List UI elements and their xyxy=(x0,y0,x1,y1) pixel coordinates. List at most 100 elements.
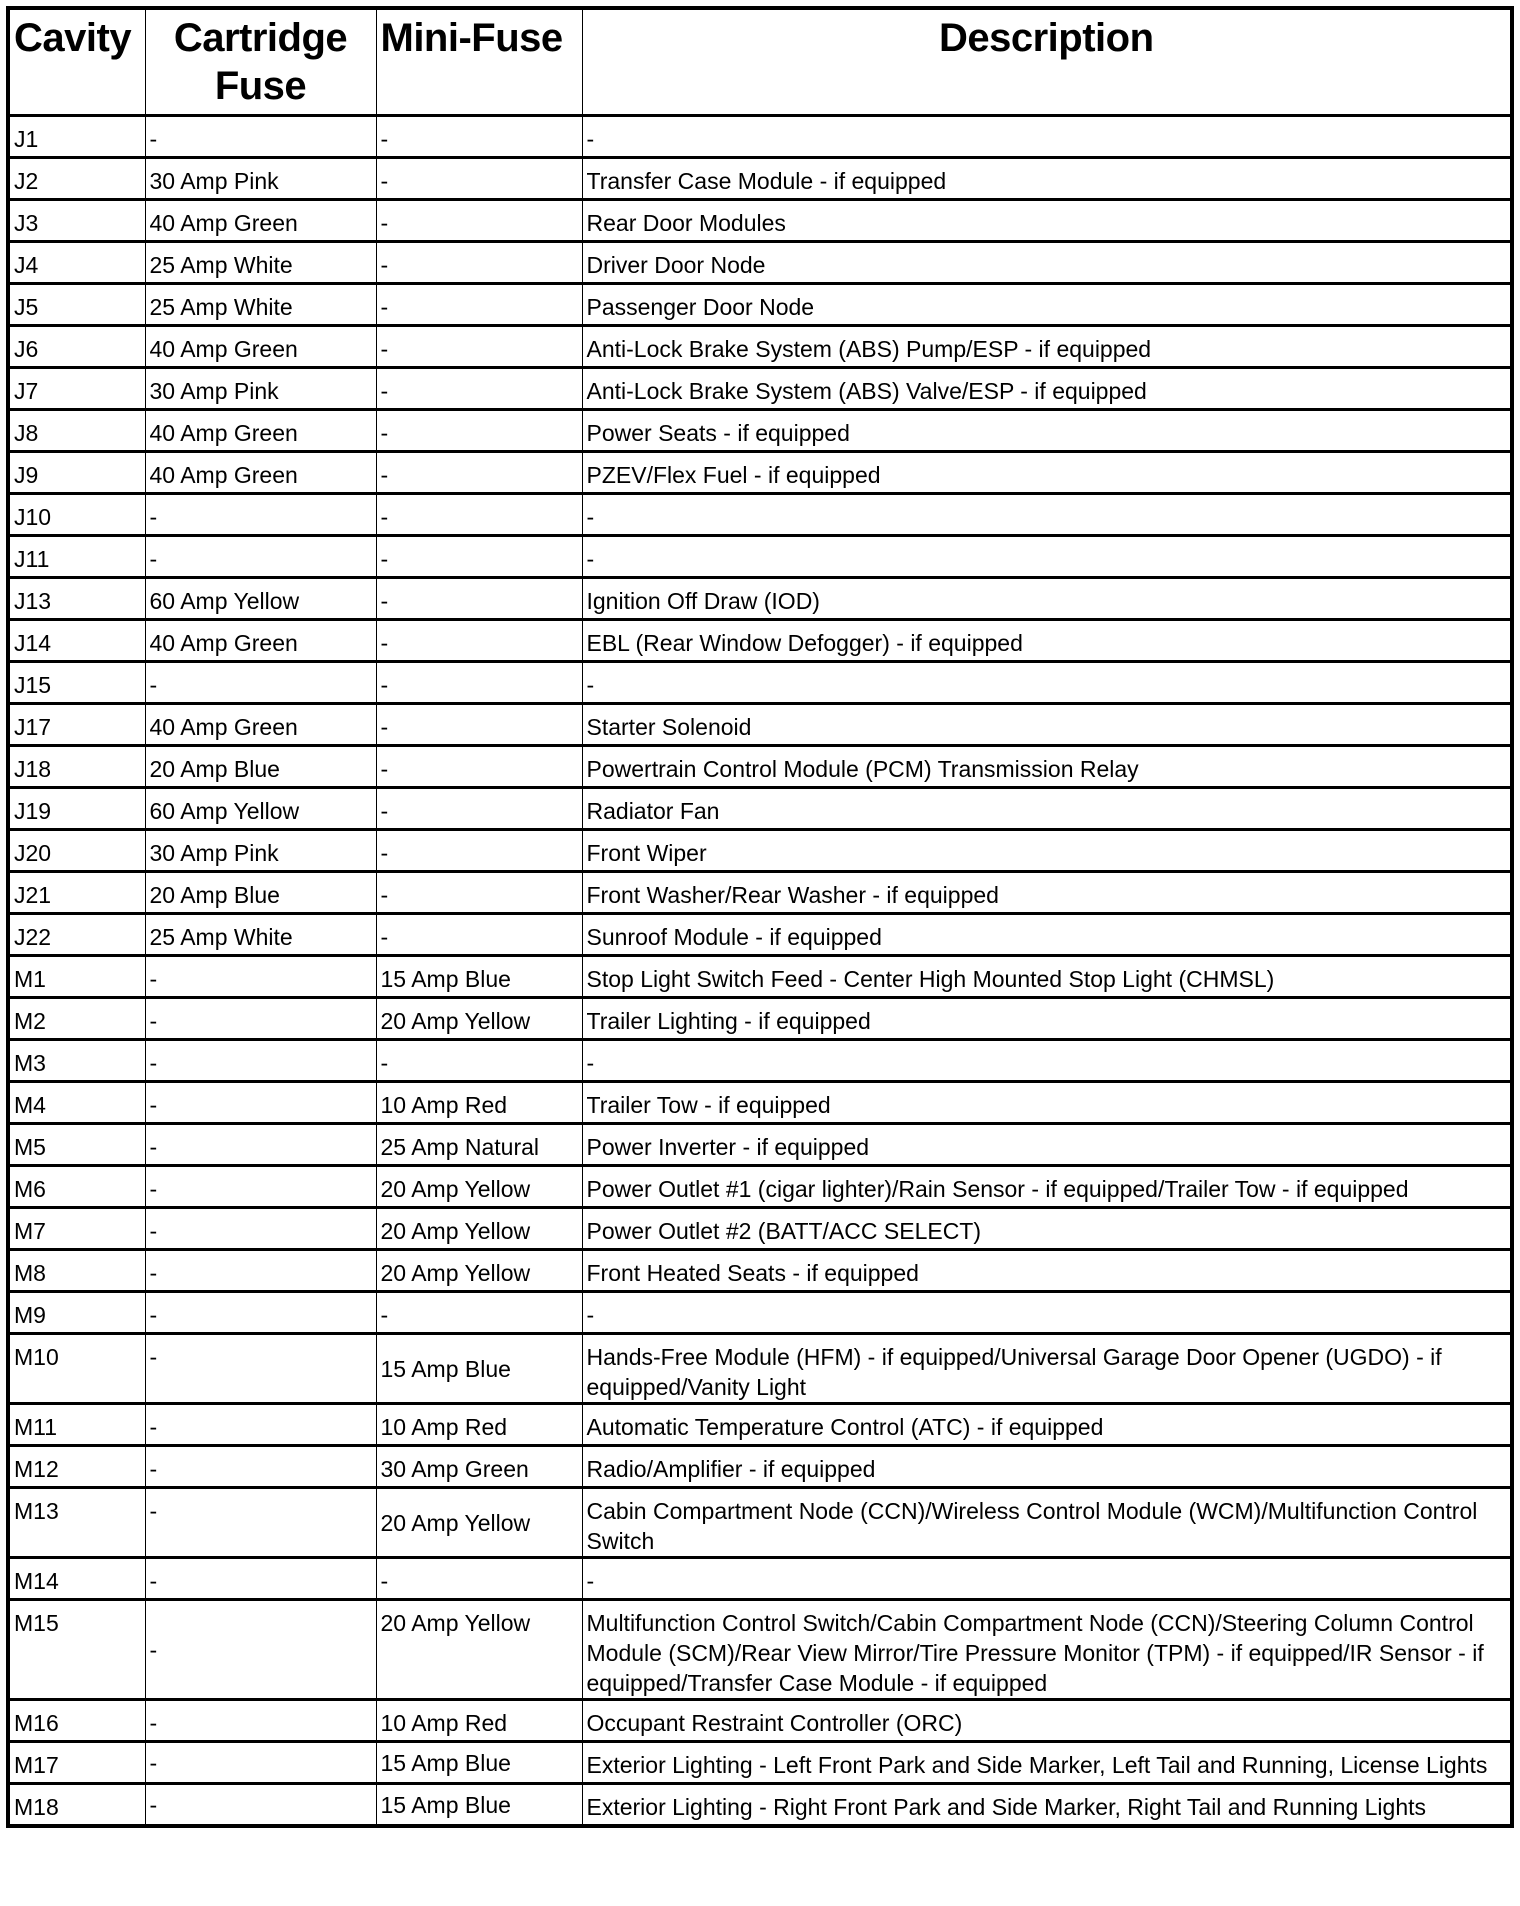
mini-fuse-cell: 20 Amp Yellow xyxy=(375,1249,583,1292)
mini-fuse-cell: - xyxy=(375,913,583,956)
description-cell: PZEV/Flex Fuel - if equipped xyxy=(581,451,1513,494)
cartridge-fuse-cell: 40 Amp Green xyxy=(144,409,377,452)
cavity-cell: J5 xyxy=(7,283,146,326)
cartridge-fuse-cell: - xyxy=(144,1165,377,1208)
mini-fuse-cell: - xyxy=(375,199,583,242)
cartridge-fuse-cell: 20 Amp Blue xyxy=(144,745,377,788)
cavity-cell: M16 xyxy=(7,1699,146,1742)
table-row: M1-15 Amp Blue Stop Light Switch Feed - C… xyxy=(7,955,1513,998)
cavity-cell: J22 xyxy=(7,913,146,956)
mini-fuse-cell: - xyxy=(375,1039,583,1082)
description-cell: Exterior Lighting - Right Front Park and… xyxy=(581,1783,1513,1826)
table-row: M2-20 Amp Yellow Trailer Lighting - if eq… xyxy=(7,997,1513,1040)
cavity-cell: M7 xyxy=(7,1207,146,1250)
mini-fuse-cell: - xyxy=(375,157,583,200)
description-cell: - xyxy=(581,493,1513,536)
cavity-cell: M4 xyxy=(7,1081,146,1124)
cavity-cell: M5 xyxy=(7,1123,146,1166)
header-row: Cavity Cartridge Fuse Mini-Fuse Descript… xyxy=(7,8,1513,116)
description-cell: Trailer Lighting - if equipped xyxy=(581,997,1513,1040)
cartridge-fuse-cell: 40 Amp Green xyxy=(144,199,377,242)
table-row: J3 40 Amp Green - Rear Door Modules xyxy=(7,199,1513,242)
table-row: J19 60 Amp Yellow - Radiator Fan xyxy=(7,787,1513,830)
table-row: J13 60 Amp Yellow - Ignition Off Draw (IOD) xyxy=(7,577,1513,620)
table-row: J7 30 Amp Pink - Anti-Lock Brake System (AB… xyxy=(7,367,1513,410)
cartridge-fuse-cell: - xyxy=(144,1333,377,1404)
table-row: J21 20 Amp Blue - Front Washer/Rear Washer … xyxy=(7,871,1513,914)
cavity-cell: J20 xyxy=(7,829,146,872)
mini-fuse-cell: 20 Amp Yellow xyxy=(375,1487,583,1558)
cavity-cell: M14 xyxy=(7,1557,146,1600)
description-cell: Starter Solenoid xyxy=(581,703,1513,746)
fuse-table: Cavity Cartridge Fuse Mini-Fuse Descript… xyxy=(6,6,1514,1828)
cartridge-fuse-cell: 25 Amp White xyxy=(144,283,377,326)
table-row: J20 30 Amp Pink - Front Wiper xyxy=(7,829,1513,872)
description-cell: Multifunction Control Switch/Cabin Compa… xyxy=(581,1599,1513,1700)
table-row: J1- - - xyxy=(7,115,1513,158)
mini-fuse-cell: 15 Amp Blue xyxy=(375,1783,583,1826)
cartridge-fuse-cell: 60 Amp Yellow xyxy=(144,787,377,830)
cavity-cell: M2 xyxy=(7,997,146,1040)
description-cell: Power Inverter - if equipped xyxy=(581,1123,1513,1166)
cartridge-fuse-cell: - xyxy=(144,535,377,578)
table-row: M16-10 Amp Red Occupant Restraint Control… xyxy=(7,1699,1513,1742)
table-row: J14 40 Amp Green - EBL (Rear Window Defogge… xyxy=(7,619,1513,662)
description-cell: Radio/Amplifier - if equipped xyxy=(581,1445,1513,1488)
description-cell: - xyxy=(581,1557,1513,1600)
cartridge-fuse-cell: 30 Amp Pink xyxy=(144,829,377,872)
table-row: M13-20 Amp Yellow Cabin Compartment Node … xyxy=(7,1487,1513,1558)
cartridge-fuse-cell: - xyxy=(144,1741,377,1784)
table-row: J9 40 Amp Green - PZEV/Flex Fuel - if equip… xyxy=(7,451,1513,494)
cartridge-fuse-cell: - xyxy=(144,1445,377,1488)
mini-fuse-cell: - xyxy=(375,577,583,620)
cartridge-fuse-cell: 40 Amp Green xyxy=(144,325,377,368)
cavity-cell: M15 xyxy=(7,1599,146,1700)
table-row: J17 40 Amp Green - Starter Solenoid xyxy=(7,703,1513,746)
description-cell: Stop Light Switch Feed - Center High Mou… xyxy=(581,955,1513,998)
table-row: J5 25 Amp White - Passenger Door Node xyxy=(7,283,1513,326)
cartridge-fuse-cell: - xyxy=(144,1249,377,1292)
cartridge-fuse-cell: - xyxy=(144,1081,377,1124)
table-row: M9- - - xyxy=(7,1291,1513,1334)
description-cell: - xyxy=(581,115,1513,158)
mini-fuse-cell: - xyxy=(375,241,583,284)
cavity-cell: M11 xyxy=(7,1403,146,1446)
cartridge-fuse-cell: - xyxy=(144,1557,377,1600)
description-cell: Trailer Tow - if equipped xyxy=(581,1081,1513,1124)
cartridge-fuse-cell: 25 Amp White xyxy=(144,241,377,284)
cavity-cell: J14 xyxy=(7,619,146,662)
cavity-cell: M6 xyxy=(7,1165,146,1208)
cartridge-fuse-cell: - xyxy=(144,661,377,704)
mini-fuse-cell: 25 Amp Natural xyxy=(375,1123,583,1166)
mini-fuse-cell: 10 Amp Red xyxy=(375,1699,583,1742)
description-cell: - xyxy=(581,1039,1513,1082)
table-row: J18 20 Amp Blue - Powertrain Control Module… xyxy=(7,745,1513,788)
cartridge-fuse-cell: 30 Amp Pink xyxy=(144,367,377,410)
cavity-cell: J7 xyxy=(7,367,146,410)
cavity-cell: J19 xyxy=(7,787,146,830)
description-cell: Power Outlet #1 (cigar lighter)/Rain Sen… xyxy=(581,1165,1513,1208)
cavity-cell: J21 xyxy=(7,871,146,914)
table-row: M6-20 Amp Yellow Power Outlet #1 (cigar l… xyxy=(7,1165,1513,1208)
table-row: J15- - - xyxy=(7,661,1513,704)
cartridge-fuse-cell: - xyxy=(144,1783,377,1826)
description-cell: Occupant Restraint Controller (ORC) xyxy=(581,1699,1513,1742)
mini-fuse-cell: 20 Amp Yellow xyxy=(375,997,583,1040)
mini-fuse-cell: - xyxy=(375,283,583,326)
description-cell: Passenger Door Node xyxy=(581,283,1513,326)
cartridge-fuse-cell: - xyxy=(144,115,377,158)
description-cell: Power Outlet #2 (BATT/ACC SELECT) xyxy=(581,1207,1513,1250)
table-row: M15-20 Amp Yellow Multifunction Control S… xyxy=(7,1599,1513,1700)
table-row: M5-25 Amp Natural Power Inverter - if equ… xyxy=(7,1123,1513,1166)
description-cell: Front Washer/Rear Washer - if equipped xyxy=(581,871,1513,914)
cartridge-fuse-cell: 25 Amp White xyxy=(144,913,377,956)
cavity-cell: M17 xyxy=(7,1741,146,1784)
cavity-cell: J6 xyxy=(7,325,146,368)
mini-fuse-cell: - xyxy=(375,1557,583,1600)
table-row: M8-20 Amp Yellow Front Heated Seats - if … xyxy=(7,1249,1513,1292)
table-row: M17-15 Amp Blue Exterior Lighting - Left … xyxy=(7,1741,1513,1784)
description-cell: Radiator Fan xyxy=(581,787,1513,830)
cartridge-fuse-cell: 30 Amp Pink xyxy=(144,157,377,200)
cartridge-fuse-cell: 40 Amp Green xyxy=(144,619,377,662)
mini-fuse-cell: 10 Amp Red xyxy=(375,1081,583,1124)
